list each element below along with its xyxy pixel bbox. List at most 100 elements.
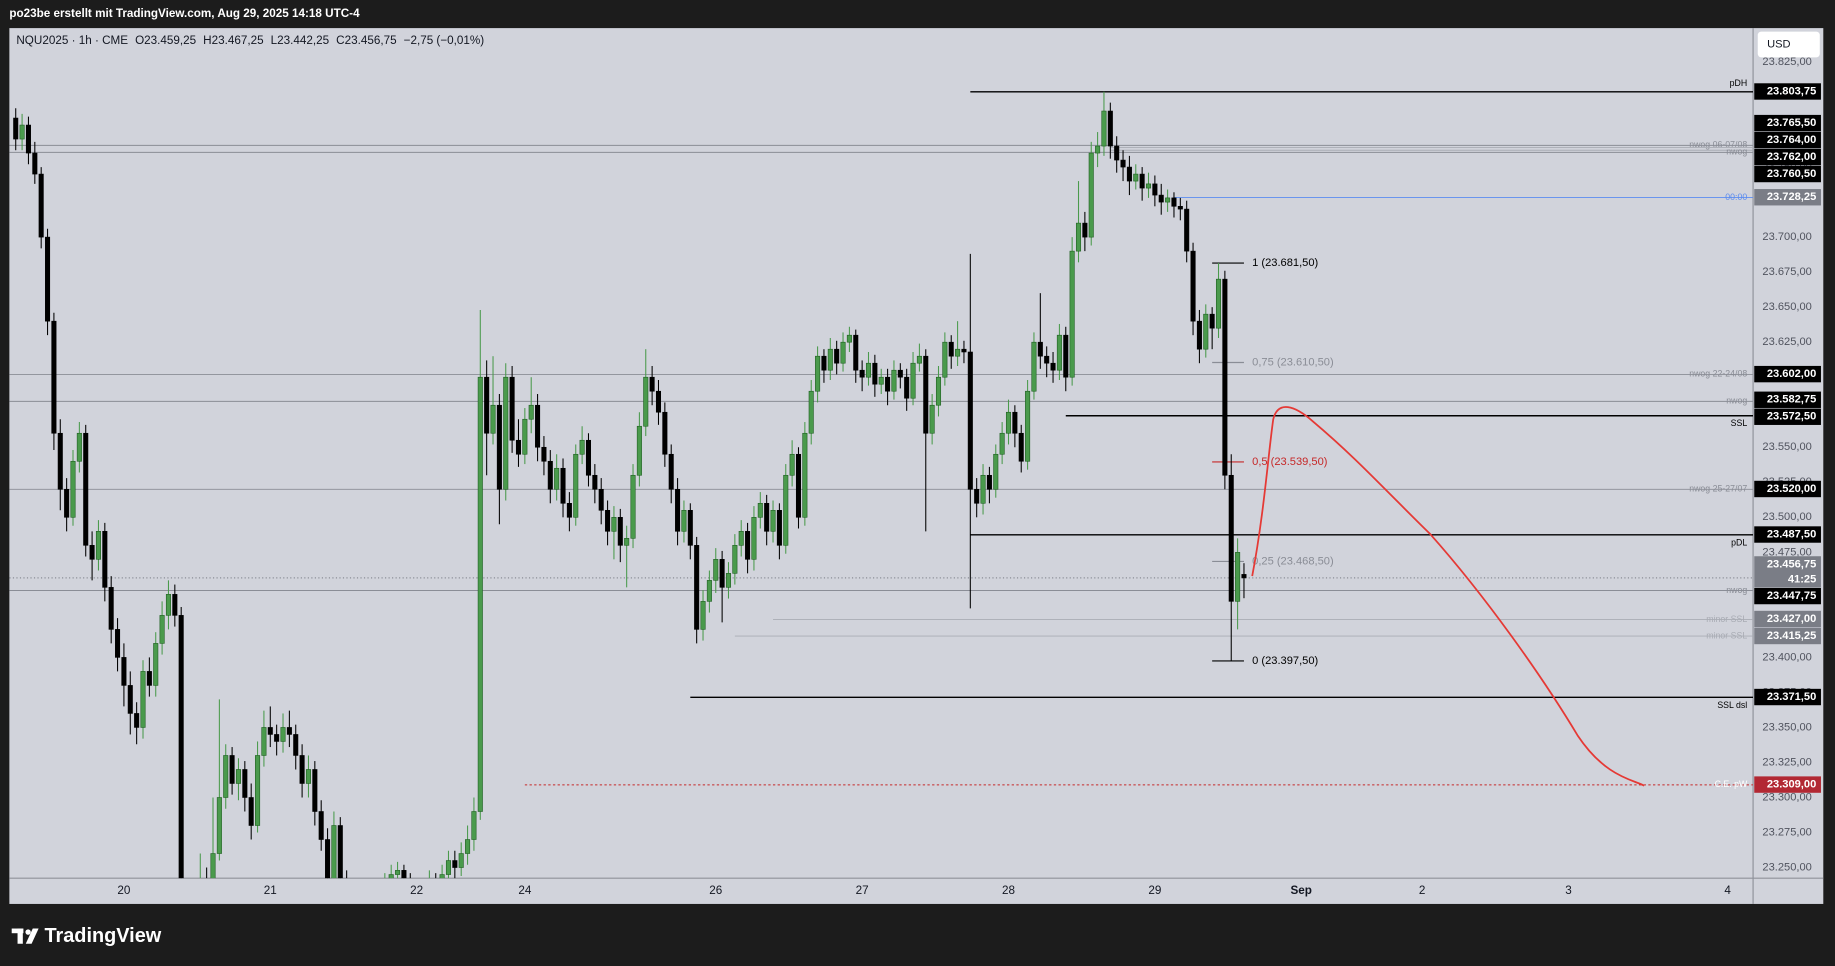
candle-body xyxy=(274,734,280,742)
x-tick-label: 2 xyxy=(1419,884,1426,897)
candle-body xyxy=(885,376,891,392)
candle-body xyxy=(165,594,171,616)
candle-body xyxy=(1215,278,1222,329)
candle-body xyxy=(471,811,477,840)
candle-body xyxy=(757,503,763,518)
logo-part xyxy=(25,928,39,944)
candle-body xyxy=(395,870,401,875)
price-tag xyxy=(1754,627,1821,645)
price-tag-label: 23.520,00 xyxy=(1767,483,1816,495)
candle-body xyxy=(955,348,961,357)
candle-body xyxy=(13,117,19,140)
currency-box[interactable] xyxy=(1757,31,1820,58)
fib-label: 1 (23.681,50) xyxy=(1252,257,1318,269)
candle-body xyxy=(904,376,910,399)
candle-body xyxy=(815,355,821,392)
candle-body xyxy=(745,531,751,560)
candle-body xyxy=(490,404,496,434)
x-tick-label: 4 xyxy=(1724,884,1731,897)
candle-body xyxy=(70,460,76,518)
candle-body xyxy=(242,769,248,798)
candle-body xyxy=(1107,110,1113,147)
y-tick-label: 23.700,00 xyxy=(1762,231,1811,243)
candle-body xyxy=(865,362,872,378)
candle-body xyxy=(1018,432,1024,462)
price-tag-label: 23.427,00 xyxy=(1767,613,1816,625)
level-label: minor SSL xyxy=(1706,614,1747,624)
symbol-legend: NQU2025 · 1h · CME O23.459,25 H23.467,25 L2… xyxy=(16,34,484,47)
price-tag xyxy=(1754,408,1821,425)
level-label: nwog xyxy=(1726,147,1747,157)
candle-body xyxy=(993,453,999,490)
candle-body xyxy=(248,797,254,826)
price-tag-label: 23.456,75 xyxy=(1767,558,1816,570)
candle-body xyxy=(305,769,311,784)
candle-body xyxy=(961,348,967,353)
candle-body xyxy=(95,531,101,560)
candle-body xyxy=(401,870,407,879)
candle-body xyxy=(439,874,445,879)
candle-body xyxy=(172,594,178,616)
candle-body xyxy=(878,376,884,385)
price-tag-label: 23.760,50 xyxy=(1767,168,1816,180)
candle-body xyxy=(38,173,44,238)
candle-body xyxy=(999,432,1005,455)
caption: po23be erstellt mit TradingView.com, Aug… xyxy=(9,7,360,20)
candle-body xyxy=(1056,334,1062,371)
fib-label: 0,75 (23.610,50) xyxy=(1252,356,1334,368)
candle-body xyxy=(681,510,687,532)
candle-body xyxy=(286,727,292,735)
price-tag-label: 23.487,50 xyxy=(1767,528,1816,540)
candle-body xyxy=(764,503,770,532)
y-tick-label: 23.325,00 xyxy=(1762,756,1811,768)
candle-body xyxy=(1171,197,1177,207)
projection-curve xyxy=(1251,406,1645,787)
candle-body xyxy=(611,517,617,532)
candle-body xyxy=(1044,355,1050,364)
candle-body xyxy=(980,474,986,504)
candle-body xyxy=(89,545,95,560)
candle-body xyxy=(675,488,681,532)
price-tag-label: 23.415,25 xyxy=(1767,630,1816,642)
candle-body xyxy=(235,769,241,784)
candle-body xyxy=(1196,320,1202,350)
candle-body xyxy=(923,355,929,434)
ohlc-key: O xyxy=(135,34,144,47)
level-label: nwog xyxy=(1726,396,1747,406)
candle-body xyxy=(827,348,833,371)
candle-body xyxy=(859,369,865,378)
candle-body xyxy=(465,839,471,854)
candle-body xyxy=(802,432,808,518)
price-tag xyxy=(1754,165,1821,183)
candle-body xyxy=(477,376,483,812)
candle-body xyxy=(541,446,547,462)
candle-body xyxy=(452,860,458,868)
y-tick-label: 23.350,00 xyxy=(1762,721,1811,733)
candle-body xyxy=(738,531,744,546)
candle-body xyxy=(255,755,261,826)
candle-body xyxy=(630,474,636,539)
candle-body xyxy=(528,404,534,420)
candle-body xyxy=(331,825,337,879)
candle-body xyxy=(223,755,229,798)
candle-body xyxy=(1235,552,1241,602)
candle-body xyxy=(840,341,846,364)
candle-body xyxy=(624,538,630,546)
candle-body xyxy=(1241,574,1247,579)
level-label: SSL dsl xyxy=(1717,700,1747,710)
fib-label: 0 (23.397,50) xyxy=(1252,655,1318,667)
level-label: C.E. pW xyxy=(1715,779,1748,789)
candle-body xyxy=(293,734,299,756)
level-label: nwog 25-27/07 xyxy=(1689,484,1747,494)
candle-body xyxy=(1139,173,1145,189)
candle-body xyxy=(573,453,579,518)
candle-body xyxy=(655,390,662,413)
candle-body xyxy=(522,418,528,455)
candle-body xyxy=(1222,278,1228,476)
candle-body xyxy=(19,124,25,140)
candle-body xyxy=(216,797,222,854)
candle-body xyxy=(76,432,82,462)
candle-body xyxy=(127,685,133,714)
change: −2,75 (−0,01%) xyxy=(404,34,485,47)
candle-body xyxy=(102,531,108,588)
